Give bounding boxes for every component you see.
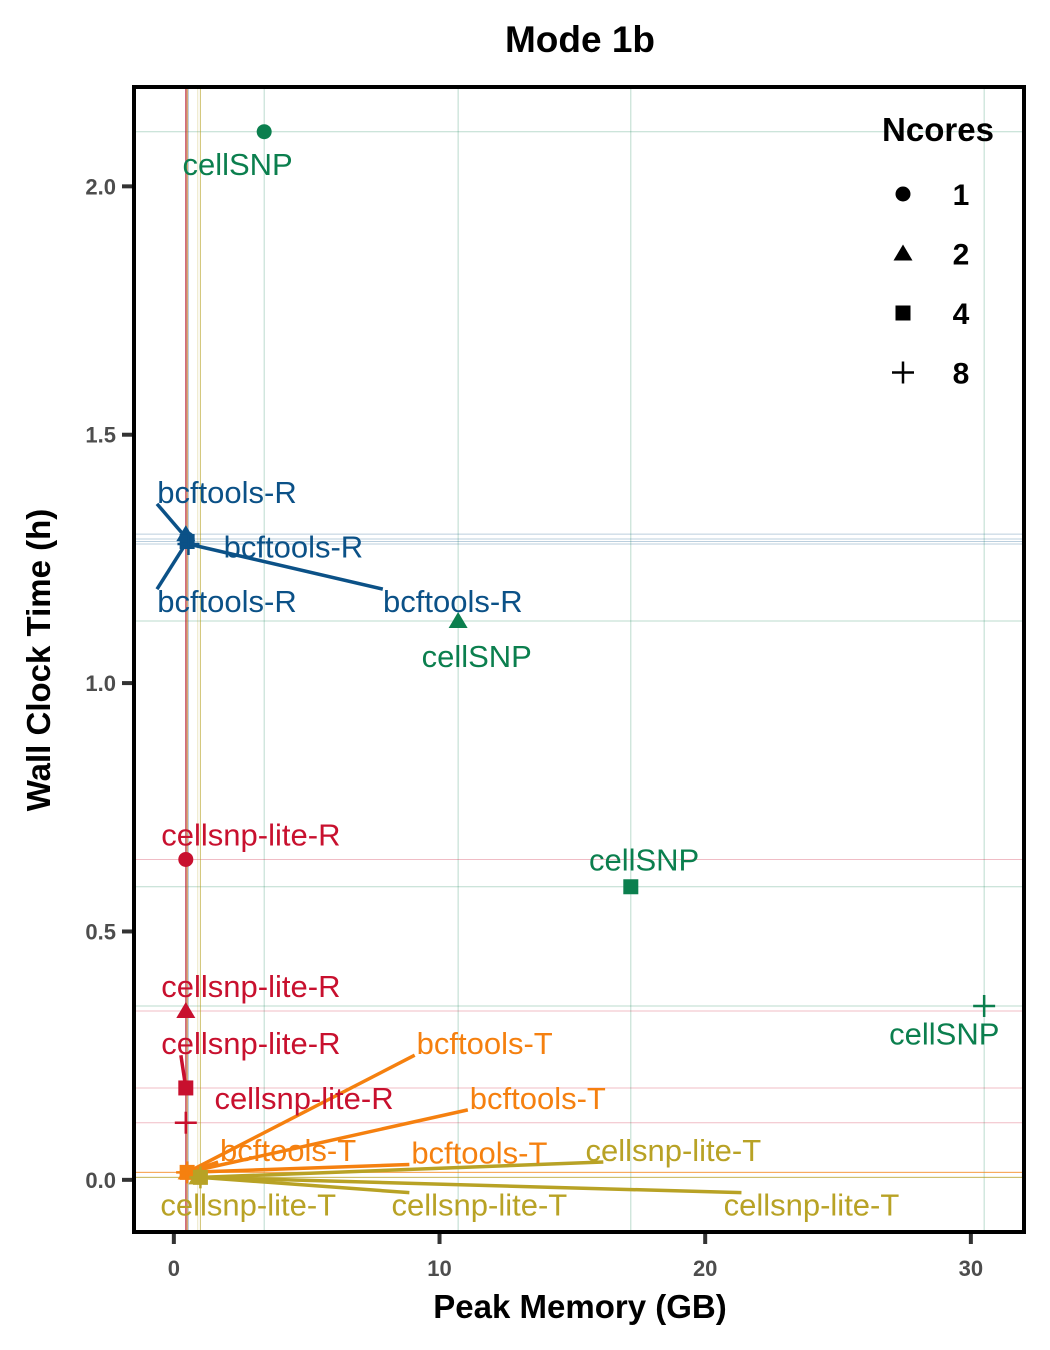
point-cellsnp-lite-R-4: [178, 1080, 194, 1096]
label-leader: [200, 1175, 742, 1195]
chart-title: Mode 1b: [505, 19, 655, 60]
point-label: cellsnp-lite-T: [160, 1188, 336, 1223]
point-label: cellsnp-lite-T: [724, 1188, 900, 1223]
point-bcftools-R-4: [179, 534, 195, 550]
point-cellsnp-lite-R-8: [174, 1111, 197, 1134]
legend-label: 2: [953, 239, 970, 272]
x-axis-title: Peak Memory (GB): [433, 1288, 726, 1325]
y-axis-title: Wall Clock Time (h): [20, 509, 57, 812]
legend-key-circle: [895, 186, 911, 202]
point-label: bcftools-R: [157, 475, 297, 510]
point-label: cellSNP: [589, 842, 699, 877]
y-tick-label: 1.0: [85, 671, 116, 696]
label-leader: [155, 540, 189, 591]
legend-key-triangle: [893, 244, 913, 261]
y-tick-label: 0.0: [85, 1168, 116, 1193]
point-cellsnp-lite-R-2: [176, 1001, 196, 1018]
reference-lines: [134, 87, 1024, 1232]
x-tick-label: 10: [427, 1256, 451, 1281]
point-label: bcftools-T: [220, 1133, 356, 1168]
point-label: cellSNP: [422, 639, 532, 674]
point-cellsnp-lite-T-8: [189, 1166, 212, 1189]
point-label: cellsnp-lite-R: [161, 969, 340, 1004]
y-tick-label: 2.0: [85, 174, 116, 199]
legend-key-plus: [892, 361, 914, 384]
y-tick-label: 1.5: [85, 423, 116, 448]
data-points: [174, 124, 996, 1189]
label-leader: [186, 1053, 416, 1174]
x-tick-label: 30: [959, 1256, 983, 1281]
point-label: cellsnp-lite-T: [585, 1133, 761, 1168]
y-tick-label: 0.5: [85, 919, 116, 944]
point-label: cellsnp-lite-T: [392, 1188, 568, 1223]
point-label: cellsnp-lite-R: [161, 1026, 340, 1061]
point-cellSNP-2: [448, 612, 468, 629]
label-leader: [187, 1162, 410, 1175]
point-label: cellsnp-lite-R: [161, 818, 340, 853]
legend-key-square: [895, 305, 911, 321]
point-cellSNP-4: [623, 879, 639, 895]
point-label: cellsnp-lite-R: [214, 1081, 393, 1116]
point-label: cellSNP: [182, 147, 292, 182]
point-cellSNP-8: [973, 994, 996, 1017]
point-cellsnp-lite-R-1: [178, 851, 194, 867]
point-labels: cellSNP cellSNP cellSNP cellSNP bcftools-R bc…: [157, 147, 999, 1223]
legend-label: 4: [953, 298, 970, 331]
label-leader: [186, 1108, 469, 1175]
label-leaders: [155, 502, 742, 1195]
point-bcftools-R-8: [177, 533, 200, 556]
legend-label: 1: [953, 179, 970, 212]
point-label: cellSNP: [889, 1016, 999, 1051]
point-label: bcftools-T: [411, 1136, 547, 1171]
point-label: bcftools-R: [157, 584, 297, 619]
label-leader: [188, 542, 384, 591]
axes: 0 10 20 30 0.0 0.5 1.0 1.5 2.0: [85, 174, 983, 1281]
label-leader: [200, 1160, 604, 1180]
legend: Ncores 1 2 4 8: [882, 111, 994, 391]
point-label: bcftools-R: [224, 529, 364, 564]
point-cellSNP-1: [256, 124, 272, 140]
plot-border: [132, 85, 1026, 1234]
legend-label: 8: [953, 358, 970, 391]
x-tick-label: 0: [168, 1256, 180, 1281]
point-label: bcftools-T: [470, 1081, 606, 1116]
x-tick-label: 20: [693, 1256, 717, 1281]
legend-title: Ncores: [882, 111, 994, 148]
point-label: bcftools-T: [417, 1026, 553, 1061]
point-label: bcftools-R: [383, 584, 523, 619]
